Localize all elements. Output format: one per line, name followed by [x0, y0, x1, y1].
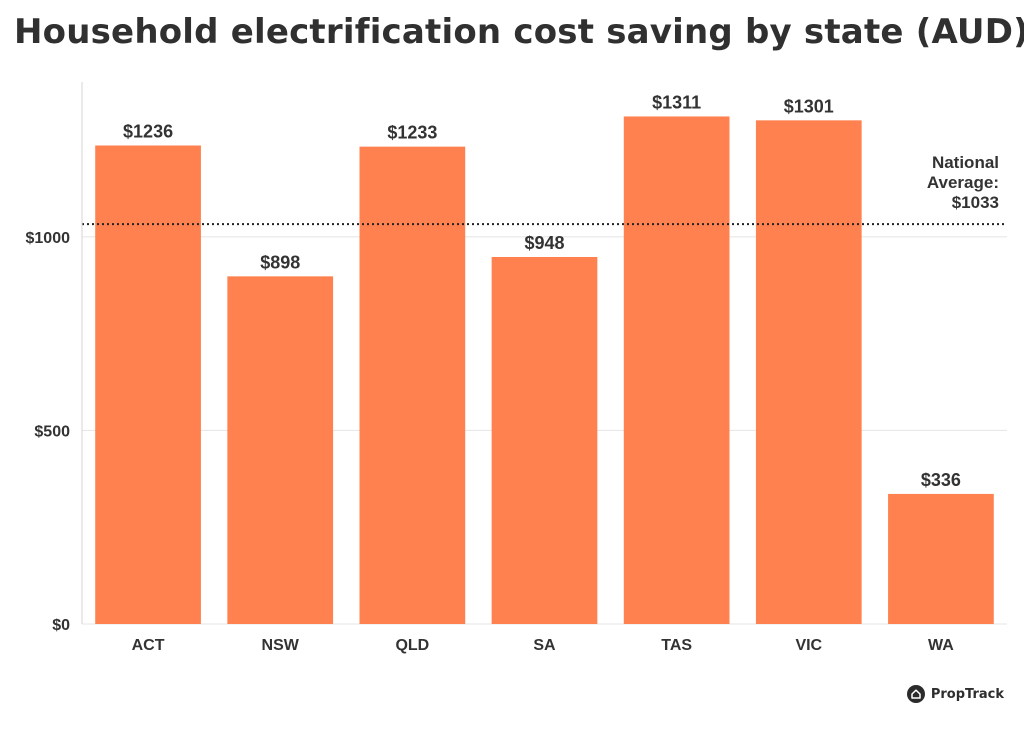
value-label-act: $1236 — [123, 121, 173, 141]
x-axis: ACT NSW QLD SA TAS VIC WA — [132, 637, 955, 654]
value-label-tas: $1311 — [652, 92, 701, 112]
x-tick-label-sa: SA — [533, 637, 556, 654]
x-tick-label-wa: WA — [928, 637, 954, 654]
proptrack-brand: PropTrack — [906, 685, 1004, 703]
x-tick-label-tas: TAS — [661, 637, 692, 654]
bar-act — [95, 145, 201, 624]
bars — [95, 116, 994, 624]
y-axis: $0 $500 $1000 — [26, 82, 83, 634]
national-average-label: Average: — [927, 173, 999, 192]
x-tick-label-nsw: NSW — [262, 637, 300, 654]
national-average-label: $1033 — [952, 193, 999, 212]
bar-qld — [359, 146, 466, 624]
y-tick-label: $1000 — [26, 230, 71, 247]
bar-tas — [623, 116, 730, 624]
house-icon — [906, 685, 925, 703]
bar-wa — [888, 493, 994, 624]
value-label-vic: $1301 — [784, 96, 834, 116]
y-tick-label: $500 — [34, 423, 70, 440]
bar-nsw — [227, 276, 334, 624]
bar-sa — [491, 256, 598, 624]
value-label-qld: $1233 — [387, 123, 437, 143]
bar-vic — [755, 120, 862, 624]
chart-title: Household electrification cost saving by… — [14, 12, 1024, 52]
value-label-wa: $336 — [921, 470, 961, 490]
x-tick-label-vic: VIC — [795, 637, 822, 654]
national-average-label: National — [932, 153, 999, 172]
x-tick-label-qld: QLD — [395, 637, 429, 654]
value-labels: $1236 $898 $1233 $948 $1311 $1301 $336 — [123, 92, 961, 489]
y-tick-label: $0 — [52, 617, 70, 634]
x-tick-label-act: ACT — [132, 637, 165, 654]
brand-name: PropTrack — [930, 686, 1004, 702]
value-label-nsw: $898 — [260, 252, 300, 272]
value-label-sa: $948 — [524, 233, 564, 253]
